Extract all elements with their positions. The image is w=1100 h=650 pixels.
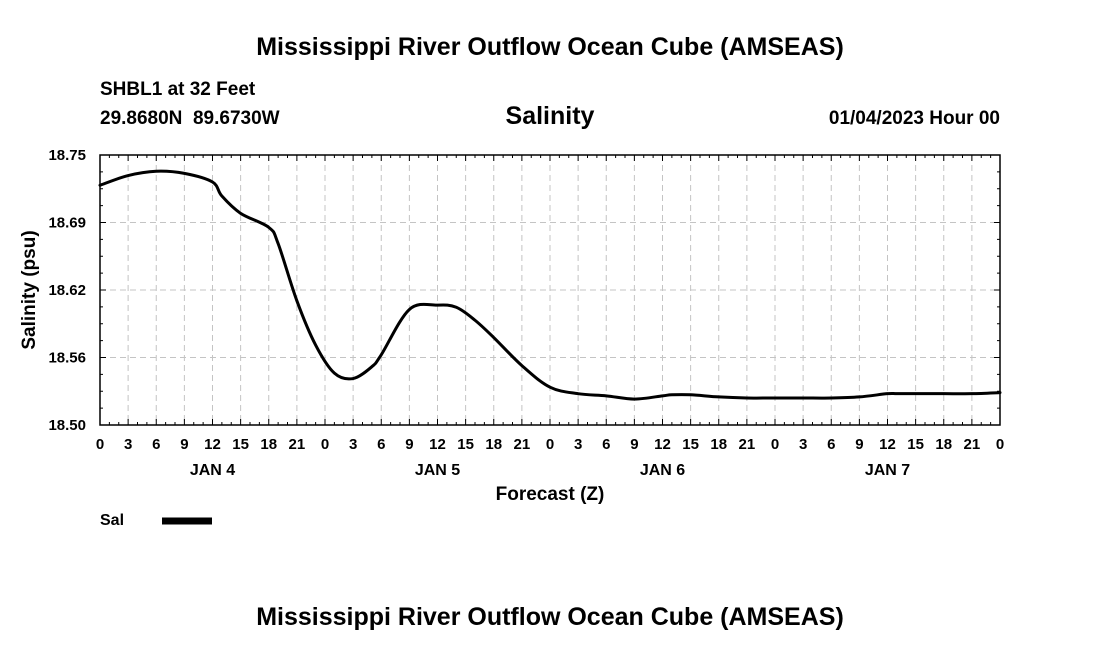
x-tick-label: 3 <box>349 436 357 453</box>
x-tick-label: 21 <box>289 436 306 453</box>
x-tick-label: 0 <box>96 436 104 453</box>
footer-title: Mississippi River Outflow Ocean Cube (AM… <box>256 603 844 631</box>
x-tick-label: 0 <box>996 436 1004 453</box>
x-tick-label: 3 <box>574 436 582 453</box>
legend-label-sal: Sal <box>100 512 124 529</box>
x-tick-label: 0 <box>546 436 554 453</box>
x-tick-label: 15 <box>457 436 474 453</box>
x-tick-label: 18 <box>935 436 952 453</box>
day-label: JAN 6 <box>640 462 685 479</box>
x-tick-label: 3 <box>124 436 132 453</box>
x-tick-label: 18 <box>710 436 727 453</box>
x-tick-label: 9 <box>180 436 188 453</box>
x-tick-label: 6 <box>602 436 610 453</box>
y-tick-label: 18.75 <box>48 147 86 164</box>
x-tick-label: 3 <box>799 436 807 453</box>
x-tick-label: 12 <box>654 436 671 453</box>
chart-main-title: Mississippi River Outflow Ocean Cube (AM… <box>256 33 844 61</box>
series-line-sal <box>98 169 1002 401</box>
x-tick-label: 9 <box>855 436 863 453</box>
x-tick-label: 15 <box>682 436 699 453</box>
x-tick-label: 9 <box>630 436 638 453</box>
plot-frame <box>99 154 1001 426</box>
x-tick-label: 21 <box>514 436 531 453</box>
y-tick-label: 18.56 <box>48 350 86 367</box>
station-coordinates: 29.8680N 89.6730W <box>100 108 280 129</box>
y-tick-labels: 18.50 18.56 18.62 18.69 18.75 <box>48 147 86 434</box>
day-labels: JAN 4 JAN 5 JAN 6 JAN 7 <box>190 462 910 479</box>
x-tick-label: 6 <box>152 436 160 453</box>
x-tick-label: 12 <box>429 436 446 453</box>
panel-title: Salinity <box>506 102 595 130</box>
day-label: JAN 7 <box>865 462 910 479</box>
series-layer <box>98 169 1002 401</box>
x-tick-label: 15 <box>232 436 249 453</box>
x-tick-label: 9 <box>405 436 413 453</box>
day-label: JAN 4 <box>190 462 235 479</box>
y-tick-label: 18.50 <box>48 417 86 434</box>
x-tick-label: 21 <box>964 436 981 453</box>
x-tick-label: 21 <box>739 436 756 453</box>
x-tick-labels: 0 3 6 9 12 15 18 21 0 3 6 9 12 15 18 21 0 3 6 9 12 15 18 21 0 3 6 9… <box>96 436 1004 453</box>
x-tick-label: 18 <box>485 436 502 453</box>
x-tick-label: 6 <box>827 436 835 453</box>
x-tick-label: 6 <box>377 436 385 453</box>
y-axis-title: Salinity (psu) <box>19 230 40 349</box>
x-tick-label: 12 <box>879 436 896 453</box>
forecast-timestamp: 01/04/2023 Hour 00 <box>829 108 1000 129</box>
x-tick-label: 15 <box>907 436 924 453</box>
x-tick-label: 18 <box>260 436 277 453</box>
x-tick-label: 0 <box>321 436 329 453</box>
station-label: SHBL1 at 32 Feet <box>100 79 256 100</box>
y-tick-label: 18.62 <box>48 282 86 299</box>
grid-lines <box>100 155 1000 425</box>
x-tick-label: 12 <box>204 436 221 453</box>
x-axis-title: Forecast (Z) <box>496 484 605 505</box>
legend: Sal <box>100 512 212 529</box>
y-tick-label: 18.69 <box>48 215 86 232</box>
x-tick-label: 0 <box>771 436 779 453</box>
day-label: JAN 5 <box>415 462 460 479</box>
